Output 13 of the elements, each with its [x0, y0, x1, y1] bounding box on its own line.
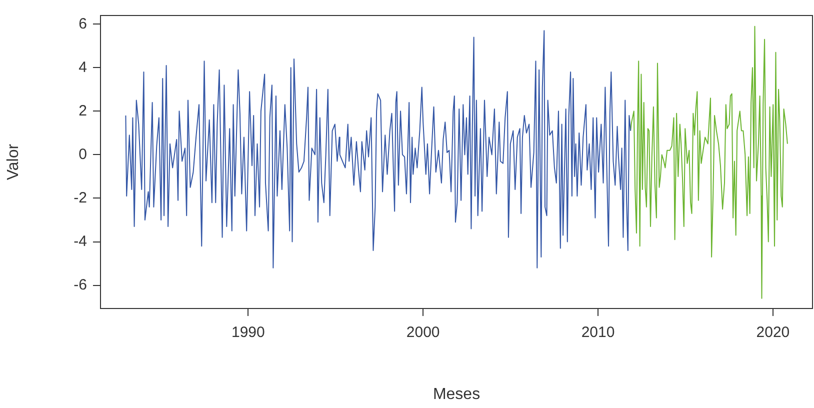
y-axis-title: Valor: [5, 143, 22, 180]
x-axis-title: Meses: [432, 386, 480, 403]
x-tick-label: 1990: [231, 324, 265, 342]
y-tick-label: 2: [78, 102, 87, 120]
x-tick-label: 2010: [581, 324, 615, 342]
y-tick-label: 6: [78, 15, 87, 32]
y-tick-label: -2: [74, 189, 87, 206]
y-tick-label: 4: [78, 58, 87, 76]
y-tick-label: 0: [78, 146, 87, 163]
x-tick-label: 2020: [756, 324, 790, 342]
x-tick-label: 2000: [406, 324, 440, 342]
y-tick-label: -6: [74, 276, 87, 294]
y-tick-label: -4: [74, 232, 87, 250]
